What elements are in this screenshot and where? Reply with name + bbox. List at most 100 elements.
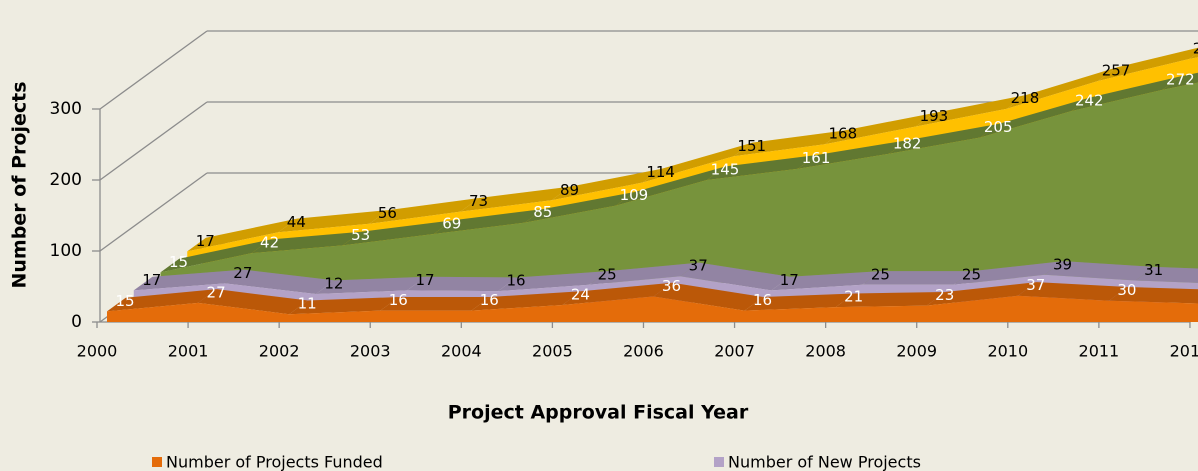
data-label: 193: [920, 107, 949, 125]
area-top-shade: [524, 191, 635, 223]
grid-line: [99, 172, 208, 252]
data-label: 17: [780, 271, 799, 289]
area-top-shade: [733, 130, 844, 157]
area-top-shade: [1108, 287, 1198, 304]
data-label: 109: [620, 186, 649, 204]
area-top-shade: [680, 262, 791, 291]
x-tick-label: 2005: [532, 342, 573, 361]
data-label: 37: [689, 257, 708, 275]
area-top: [615, 166, 726, 206]
legend-label: Number of New Projects: [728, 453, 921, 471]
area-top-shade: [771, 271, 882, 291]
area-top-shade: [315, 276, 426, 294]
area-top: [1189, 52, 1198, 60]
y-tick-label: 300: [50, 99, 82, 119]
area-top-shade: [642, 142, 753, 183]
area-top: [289, 296, 399, 315]
x-tick-label: 2007: [714, 342, 755, 361]
area-top: [915, 95, 1026, 127]
area-top-shade: [653, 282, 764, 311]
data-label: 15: [115, 292, 134, 310]
area-top: [187, 218, 298, 252]
data-label: 16: [389, 291, 408, 309]
area-top-shade: [1044, 261, 1155, 281]
data-label: 15: [169, 253, 188, 271]
data-label: 56: [378, 204, 397, 222]
data-label: 27: [233, 264, 252, 282]
x-tick-label: 2006: [623, 342, 664, 361]
area-top: [798, 140, 908, 169]
area-top: [862, 271, 973, 285]
x-tick-label: 2011: [1079, 342, 1120, 361]
area-top: [251, 231, 362, 254]
area-top-shade: [1098, 47, 1198, 82]
data-label: 30: [1117, 281, 1136, 299]
area-top-shade: [589, 262, 699, 285]
area-top: [1071, 76, 1182, 112]
x-tick-label: 2010: [987, 342, 1028, 361]
x-tick-label: 2000: [77, 342, 118, 361]
data-label: 151: [737, 137, 766, 155]
area-top: [1017, 282, 1128, 301]
x-tick-label: 2002: [259, 342, 300, 361]
data-label: 16: [507, 272, 526, 290]
area-top: [824, 112, 935, 145]
area-top-shade: [406, 276, 517, 292]
data-label: 17: [196, 232, 215, 250]
data-label: 272: [1166, 70, 1195, 88]
area-top: [1044, 261, 1155, 281]
data-label: 21: [844, 288, 863, 306]
area-top-shade: [615, 166, 726, 206]
area-top-shade: [926, 282, 1037, 306]
data-label: 44: [287, 213, 306, 231]
area-top-shade: [498, 271, 608, 292]
y-tick-label: 200: [50, 170, 82, 190]
data-label: 17: [142, 271, 161, 289]
grid-line: [99, 30, 208, 110]
area-top-shade: [915, 95, 1026, 127]
area-top-shade: [1017, 282, 1128, 301]
area-top-shade: [980, 97, 1091, 138]
area-top-shade: [562, 282, 673, 305]
area-top: [342, 220, 453, 246]
area-top-shade: [133, 269, 244, 291]
x-tick-label: 2008: [805, 342, 846, 361]
area-top-shade: [187, 218, 298, 252]
data-label: 31: [1144, 261, 1163, 279]
area-top: [1098, 47, 1198, 82]
area-top: [706, 155, 817, 181]
area-top: [889, 123, 999, 154]
area-top-shade: [835, 292, 946, 308]
area-top: [160, 239, 271, 273]
area-top: [642, 142, 753, 183]
data-label: 69: [442, 215, 461, 233]
area-top-shade: [706, 155, 817, 181]
data-label: 25: [871, 265, 890, 283]
area-top-shade: [380, 296, 491, 311]
data-label: 242: [1075, 92, 1104, 110]
area-top: [369, 198, 480, 224]
area-top-shade: [471, 291, 582, 311]
area-top-shade: [278, 210, 389, 233]
area-top-shade: [224, 269, 335, 294]
data-label: 27: [207, 283, 226, 301]
data-label: 39: [1053, 255, 1072, 273]
area-top-shade: [460, 186, 571, 212]
grid-line: [99, 101, 208, 181]
area-top: [733, 130, 844, 157]
area: [160, 82, 1198, 283]
data-label: 16: [753, 291, 772, 309]
area-top-shade: [744, 293, 855, 311]
y-axis-title: Number of Projects: [9, 81, 31, 288]
area: [107, 295, 1198, 322]
area-top: [498, 271, 608, 292]
data-label: 24: [571, 285, 590, 303]
area-top-shade: [251, 231, 362, 254]
legend-swatch: [714, 457, 724, 467]
area-top: [589, 262, 699, 285]
area-top-shade: [433, 209, 544, 235]
data-label: 53: [351, 226, 370, 244]
data-label: 89: [560, 181, 579, 199]
x-tick-label: 2001: [168, 342, 209, 361]
